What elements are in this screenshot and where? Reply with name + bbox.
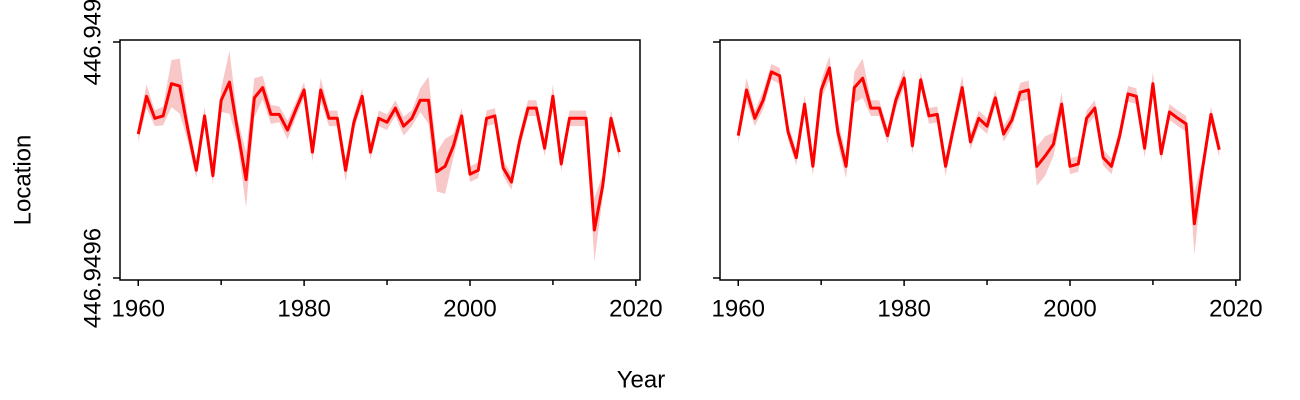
x-tick-label: 2000 <box>443 295 496 322</box>
x-axis-label: Year <box>617 366 666 393</box>
x-tick-label: 1980 <box>277 295 330 322</box>
x-tick-label: 2020 <box>609 295 662 322</box>
data-line <box>736 66 1221 226</box>
plot-frame <box>719 39 1241 281</box>
x-tick-label: 2020 <box>1209 295 1262 322</box>
uncertainty-band <box>138 50 620 262</box>
data-line <box>136 80 621 232</box>
y-tick-label: 446.949 <box>79 0 106 85</box>
y-axis-label: Location <box>9 135 36 226</box>
x-tick-label: 1980 <box>877 295 930 322</box>
x-tick-label: 1960 <box>712 295 765 322</box>
x-tick-label: 2000 <box>1043 295 1096 322</box>
plot-frame <box>119 39 641 281</box>
x-tick-label: 1960 <box>112 295 165 322</box>
y-tick-label: 446.9496 <box>79 228 106 328</box>
